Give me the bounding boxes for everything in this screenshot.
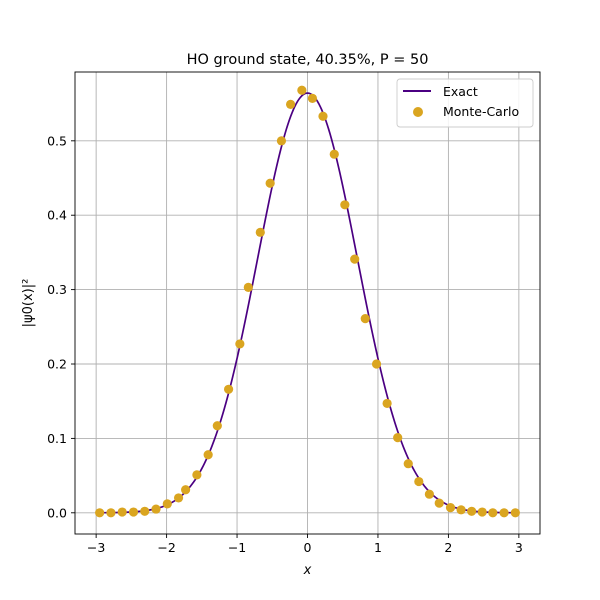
monte-carlo-point [243, 282, 253, 292]
x-tick-label: −2 [157, 540, 175, 555]
y-tick-label: 0.1 [47, 431, 67, 446]
x-tick-label: 2 [444, 540, 452, 555]
monte-carlo-point [162, 499, 172, 509]
monte-carlo-point [434, 498, 444, 508]
x-tick-label: −1 [228, 540, 246, 555]
monte-carlo-point [414, 476, 424, 487]
monte-carlo-point [297, 85, 307, 95]
monte-carlo-point [106, 508, 116, 518]
monte-carlo-point [173, 493, 184, 503]
x-tick-label: −3 [87, 540, 105, 555]
x-tick-label: 3 [515, 540, 523, 555]
legend: Exact Monte-Carlo [396, 78, 534, 128]
y-axis-label: |ψ0(x)|² [21, 279, 36, 328]
monte-carlo-point [128, 507, 139, 517]
monte-carlo-point [424, 489, 434, 499]
monte-carlo-point [371, 359, 382, 369]
monte-carlo-point [235, 339, 245, 349]
y-tick-label: 0.2 [47, 357, 67, 372]
ticks: −3 −2 −1 0 1 2 3 0.0 0.1 0.2 0.3 0.4 0.5 [47, 133, 523, 555]
legend-marker-swatch [413, 107, 423, 117]
monte-carlo-point [151, 504, 161, 514]
monte-carlo-point [360, 314, 370, 324]
legend-label-exact: Exact [443, 84, 478, 99]
plot-frame [74, 71, 541, 535]
y-tick-label: 0.0 [47, 505, 67, 520]
x-tick-label: 0 [304, 540, 312, 555]
monte-carlo-point [212, 421, 222, 431]
monte-carlo-point [499, 508, 509, 518]
y-tick-label: 0.5 [47, 133, 67, 148]
monte-carlo-point [350, 254, 360, 264]
y-tick-label: 0.3 [47, 282, 67, 297]
x-axis-label: x [303, 563, 312, 578]
monte-carlo-point [265, 178, 275, 188]
grid [75, 72, 540, 534]
chart-title: HO ground state, 40.35%, P = 50 [187, 52, 429, 68]
monte-carlo-point [403, 459, 413, 469]
monte-carlo-point [276, 136, 287, 146]
monte-carlo-point [95, 508, 105, 518]
monte-carlo-point [307, 93, 318, 104]
plot-area [95, 85, 520, 518]
monte-carlo-point [445, 502, 456, 513]
x-tick-label: 1 [374, 540, 382, 555]
monte-carlo-point [329, 149, 339, 159]
monte-carlo-point [382, 398, 392, 409]
monte-carlo-point [456, 505, 466, 515]
monte-carlo-point [203, 450, 213, 460]
monte-carlo-point [117, 507, 127, 517]
legend-label-monte-carlo: Monte-Carlo [443, 104, 519, 119]
monte-carlo-point [488, 508, 498, 518]
monte-carlo-point [393, 433, 403, 443]
monte-carlo-point [255, 227, 265, 237]
monte-carlo-point [510, 508, 520, 518]
monte-carlo-point [181, 485, 191, 495]
monte-carlo-point [467, 506, 477, 516]
monte-carlo-point [223, 384, 234, 394]
monte-carlo-point [285, 99, 296, 109]
monte-carlo-point [340, 200, 350, 210]
monte-carlo-point [192, 470, 202, 480]
monte-carlo-point [318, 111, 328, 121]
monte-carlo-point [140, 506, 150, 516]
monte-carlo-point [477, 507, 487, 517]
y-tick-label: 0.4 [47, 208, 67, 223]
